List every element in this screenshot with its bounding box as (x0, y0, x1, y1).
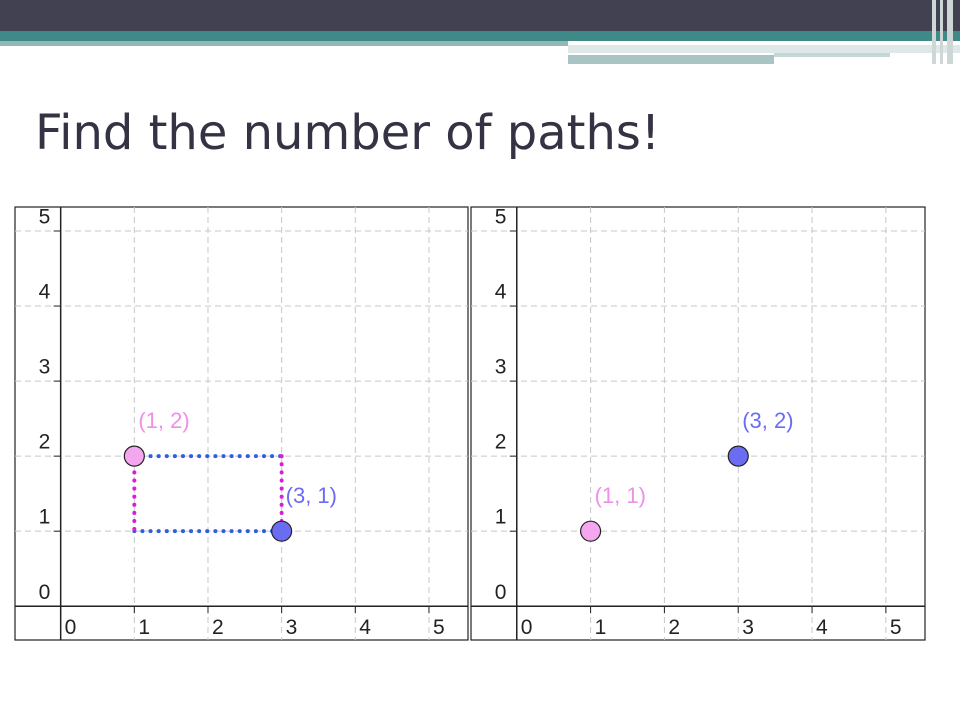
x-tick-label: 5 (890, 616, 902, 639)
x-tick-label: 2 (668, 616, 680, 639)
x-tick-label: 0 (65, 616, 77, 639)
y-tick-label: 1 (39, 506, 51, 529)
x-tick-label: 2 (212, 616, 224, 639)
x-tick-label: 1 (138, 616, 150, 639)
x-tick-label: 3 (742, 616, 754, 639)
y-tick-label: 5 (495, 206, 507, 229)
header-stripe (940, 0, 943, 64)
x-tick-label: 4 (816, 616, 828, 639)
header-stripe (947, 0, 953, 64)
y-tick-label: 3 (495, 356, 507, 379)
x-tick-label: 4 (359, 616, 371, 639)
plot-frame (14, 206, 469, 641)
slide-title: Find the number of paths! (35, 105, 660, 161)
point (727, 445, 749, 467)
plot-frame (470, 206, 926, 641)
y-tick-label: 4 (495, 281, 507, 304)
y-tick-label: 0 (495, 581, 507, 604)
y-tick-label: 2 (39, 431, 51, 454)
header-stripe (774, 53, 890, 57)
header-bar (0, 0, 960, 31)
y-tick-label: 0 (39, 581, 51, 604)
y-tick-label: 3 (39, 356, 51, 379)
header-stripe (568, 55, 774, 64)
x-tick-label: 0 (521, 616, 533, 639)
header-stripe (0, 41, 568, 46)
x-tick-label: 5 (433, 616, 445, 639)
point (123, 445, 145, 467)
y-tick-label: 2 (495, 431, 507, 454)
x-tick-label: 1 (595, 616, 607, 639)
y-tick-label: 1 (495, 506, 507, 529)
y-tick-label: 4 (39, 281, 51, 304)
header-stripe (568, 45, 960, 53)
point-label: (1, 1) (595, 483, 646, 508)
point-label: (3, 2) (742, 408, 793, 433)
point-label: (1, 2) (138, 408, 189, 433)
point (579, 520, 602, 542)
y-tick-label: 5 (39, 206, 51, 229)
point-label: (3, 1) (286, 483, 337, 508)
x-tick-label: 3 (286, 616, 298, 639)
point (271, 520, 293, 542)
header-stripe (932, 0, 936, 64)
header-stripe (0, 31, 960, 41)
